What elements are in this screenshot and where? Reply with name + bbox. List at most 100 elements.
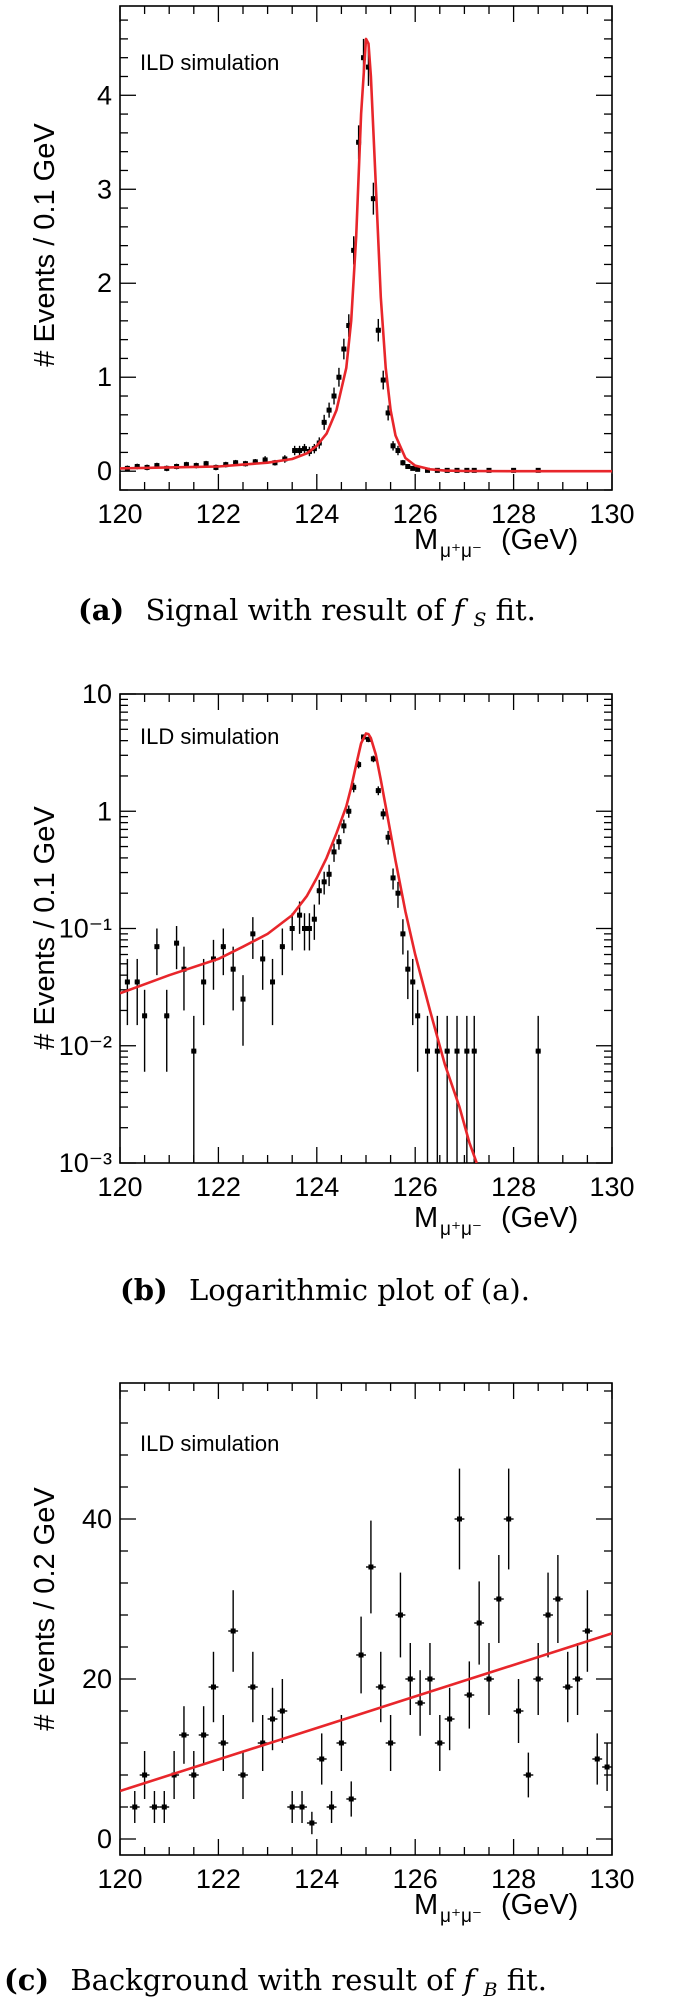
data-point (142, 990, 147, 1072)
data-point (287, 1791, 297, 1823)
y-tick-label: 10⁻² (59, 1031, 112, 1061)
data-point (302, 913, 307, 950)
marker (575, 1677, 580, 1682)
data-point (405, 1643, 415, 1715)
figure: 120 122 124 126 128 13001234 ILD simulation #… (0, 0, 685, 2002)
data-point (514, 1679, 524, 1743)
marker (312, 917, 317, 922)
y-tick-label: 0 (97, 456, 112, 486)
data-point (455, 1016, 460, 1163)
marker (487, 1677, 492, 1682)
x-tick-label: 124 (294, 1864, 339, 1894)
x-tick-label: 120 (97, 499, 142, 529)
marker (300, 1805, 305, 1810)
marker (605, 1765, 610, 1770)
marker (322, 420, 327, 425)
data-point (179, 1706, 189, 1764)
marker (341, 823, 346, 828)
data-point (405, 464, 410, 469)
marker (368, 1565, 373, 1570)
marker (346, 809, 351, 814)
plot-area (120, 1469, 612, 1835)
data-point (317, 880, 322, 905)
caption-suffix: fit. (507, 1963, 547, 1997)
marker (405, 967, 410, 972)
caption-math-sub: B (483, 1979, 498, 2001)
y-tick-label: 10⁻¹ (59, 914, 112, 944)
annotation-a: ILD simulation (140, 50, 279, 75)
data-point (563, 1652, 573, 1722)
marker (408, 1677, 413, 1682)
y-tick-label: 10⁻³ (59, 1148, 112, 1178)
marker (536, 1049, 541, 1054)
data-point (553, 1555, 563, 1643)
panel-a: 120 122 124 126 128 13001234 ILD simulation #… (29, 6, 635, 633)
data-point (366, 1521, 376, 1614)
data-point (199, 1706, 209, 1764)
data-point (445, 1016, 450, 1163)
marker (270, 1717, 275, 1722)
xlabel-main: M (414, 1889, 438, 1921)
marker (516, 1709, 521, 1714)
marker (201, 1733, 206, 1738)
x-tick-label: 130 (589, 499, 634, 529)
data-point (270, 959, 275, 1025)
data-point (415, 1670, 425, 1736)
marker (395, 448, 400, 453)
marker (174, 941, 179, 946)
marker (152, 1805, 157, 1810)
panel-c: 120 122 124 126 128 130 0 20 40 ILD simulation #… (4, 1383, 635, 2002)
data-point (277, 1679, 287, 1743)
marker (191, 1773, 196, 1778)
annotation-b: ILD simulation (140, 724, 279, 749)
y-tick-label: 1 (97, 796, 112, 826)
marker (292, 448, 297, 453)
data-point (592, 1733, 602, 1784)
marker (164, 1013, 169, 1018)
ylabel-c: # Events / 0.2 GeV (29, 1487, 61, 1731)
marker (400, 931, 405, 936)
marker (135, 979, 140, 984)
marker (405, 464, 410, 469)
marker (376, 328, 381, 333)
data-point (582, 1590, 592, 1672)
data-point (250, 917, 255, 959)
marker (270, 979, 275, 984)
data-point (231, 947, 236, 1011)
caption-a: (a) Signal with result of f S fit. (78, 593, 536, 633)
data-point (159, 1791, 169, 1823)
data-point (241, 975, 246, 1046)
marker (297, 913, 302, 918)
data-point (425, 1016, 430, 1163)
caption-prefix: Background with result of (70, 1963, 463, 1997)
data-point (292, 446, 297, 455)
x-tick-label: 122 (196, 1172, 241, 1202)
caption-suffix: fit. (496, 593, 536, 627)
marker (506, 1517, 511, 1522)
marker (585, 1629, 590, 1634)
y-tick-label: 0 (97, 1824, 112, 1854)
data-point (211, 940, 216, 990)
data-point (381, 809, 386, 820)
marker (221, 1741, 226, 1746)
data-point (573, 1643, 583, 1715)
marker (395, 891, 400, 896)
marker (595, 1757, 600, 1762)
data-point (260, 940, 265, 990)
marker (319, 1757, 324, 1762)
marker (154, 944, 159, 949)
y-tick-label: 40 (82, 1504, 112, 1534)
data-point (322, 415, 327, 430)
xlabel-unit: (GeV) (501, 524, 578, 556)
marker (241, 997, 246, 1002)
data-point (396, 1573, 406, 1658)
data-point (181, 947, 186, 1011)
caption-text: Logarithmic plot of (a). (189, 1273, 530, 1307)
y-tick-label: 20 (82, 1664, 112, 1694)
caption-math: f (451, 593, 469, 627)
data-point (150, 1791, 160, 1823)
marker (410, 979, 415, 984)
marker (427, 1677, 432, 1682)
data-point (221, 929, 226, 976)
y-tick-label: 2 (97, 268, 112, 298)
